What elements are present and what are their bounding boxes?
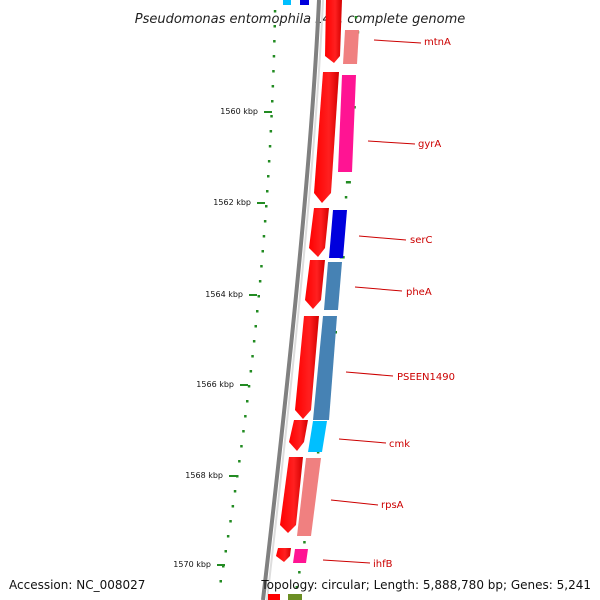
cds-mtnA: [343, 30, 359, 64]
gene-leader-line: [358, 235, 407, 241]
gc-skew-dot: [257, 295, 260, 298]
gc-skew-dot: [224, 550, 227, 553]
gc-skew-dot: [273, 10, 277, 13]
gene-leader-line: [373, 39, 422, 44]
gene-leader-line: [330, 499, 379, 506]
cds-serC: [329, 210, 347, 258]
gene-label-rpsA: rpsA: [381, 500, 404, 511]
gene-leader-line: [338, 438, 387, 444]
gc-skew-dot: [298, 571, 301, 574]
cds-gyrA: [338, 75, 356, 172]
forward-cds: [289, 420, 308, 451]
gene-label-mtnA: mtnA: [424, 37, 451, 48]
forward-cds: [295, 316, 319, 419]
forward-cds: [276, 548, 291, 562]
gc-skew-dot: [246, 400, 249, 403]
gc-skew-dot: [222, 565, 225, 568]
kbp-tick-label: 1564 kbp: [205, 290, 243, 299]
gc-skew-dot: [226, 535, 230, 538]
kbp-scale: 1560 kbp 1562 kbp 1564 kbp 1566 kbp 1568…: [173, 107, 272, 569]
gene-label-serC: serC: [410, 235, 432, 246]
reverse-cds-track: [293, 30, 359, 563]
gc-skew-dot: [229, 520, 232, 523]
gc-skew-dot: [271, 100, 274, 103]
gc-skew-dot: [262, 235, 266, 238]
gene-labels: mtnA gyrA serC pheA PSEEN1490 cmk rpsA i…: [322, 37, 455, 570]
gc-skew-dot: [231, 505, 235, 508]
forward-cds-track: [276, 0, 342, 562]
gene-label-PSEEN1490: PSEEN1490: [397, 372, 455, 383]
gene-label-ihfB: ihfB: [373, 559, 393, 570]
gc-skew-dot: [238, 460, 241, 463]
gene-leader-line: [354, 286, 403, 292]
cds-pheA: [324, 262, 342, 310]
partial-feature-bottom-2: [288, 594, 302, 600]
gc-skew-dot: [270, 115, 273, 118]
gc-skew-dot: [254, 325, 257, 328]
gc-skew-dot: [244, 415, 247, 418]
kbp-tick-label: 1568 kbp: [185, 471, 223, 480]
gc-skew-dot: [256, 310, 259, 313]
gene-leader-line: [345, 371, 394, 377]
gene-label-pheA: pheA: [406, 287, 432, 298]
gc-skew-dot: [295, 586, 299, 589]
gc-skew-dot: [303, 541, 306, 544]
kbp-tick-label: 1560 kbp: [220, 107, 258, 116]
gc-skew-dot: [249, 370, 253, 373]
partial-feature-bottom-1: [268, 594, 280, 600]
gene-leader-line: [367, 140, 416, 145]
cds-cmk: [308, 421, 327, 452]
gc-skew-dot: [233, 490, 237, 493]
gene-label-cmk: cmk: [389, 439, 410, 450]
gc-skew-dot: [258, 280, 262, 283]
gc-skew-dot: [242, 430, 245, 433]
map-title: Pseudomonas entomophila L48, complete ge…: [135, 12, 466, 27]
genome-backbone: [261, 0, 321, 600]
gc-skew-dot: [263, 220, 267, 223]
forward-cds: [325, 0, 342, 63]
partial-feature-top-2: [300, 0, 309, 5]
kbp-tick-label: 1562 kbp: [213, 198, 251, 207]
forward-cds: [309, 208, 329, 257]
gc-skew-dot: [273, 25, 276, 28]
gc-skew-dot: [267, 160, 271, 163]
gc-skew-dot: [344, 196, 348, 199]
gc-skew-dot: [354, 16, 358, 19]
gene-leader-line: [322, 559, 371, 564]
cds-ihfB: [293, 549, 308, 563]
genome-summary-text: Topology: circular; Length: 5,888,780 bp…: [261, 578, 591, 592]
gc-skew-dot: [260, 265, 263, 268]
forward-cds: [314, 72, 339, 203]
gc-skew-dot: [345, 181, 351, 184]
gc-skew-dot: [268, 145, 272, 148]
kbp-tick-label: 1570 kbp: [173, 560, 211, 569]
gc-skew-dot: [261, 250, 264, 253]
cds-rpsA: [297, 458, 321, 536]
gc-skew-dot: [267, 175, 270, 178]
forward-cds: [305, 260, 325, 309]
gene-label-gyrA: gyrA: [418, 139, 441, 150]
gc-skew-dot: [272, 55, 276, 58]
accession-text: Accession: NC_008027: [9, 578, 146, 592]
gc-skew-dot: [240, 445, 243, 448]
gc-skew-dot: [316, 451, 320, 454]
gc-skew-dot: [269, 130, 273, 133]
gc-skew-dot: [272, 70, 275, 73]
partial-feature-top-1: [283, 0, 291, 5]
gc-skew-dot: [266, 190, 269, 193]
gc-skew-dot: [265, 205, 268, 208]
forward-cds: [280, 457, 303, 533]
gc-skew-dot: [251, 355, 254, 358]
kbp-tick-label: 1566 kbp: [196, 380, 234, 389]
backbone-highlight: [266, 0, 324, 600]
gc-skew-dot: [219, 580, 222, 583]
gc-skew-dot: [247, 385, 251, 388]
gc-skew-dot: [273, 40, 276, 43]
gc-skew-dot: [236, 475, 239, 478]
gc-skew-dot: [252, 340, 256, 343]
cds-PSEEN1490: [313, 316, 337, 420]
gc-skew-dot: [271, 85, 275, 88]
